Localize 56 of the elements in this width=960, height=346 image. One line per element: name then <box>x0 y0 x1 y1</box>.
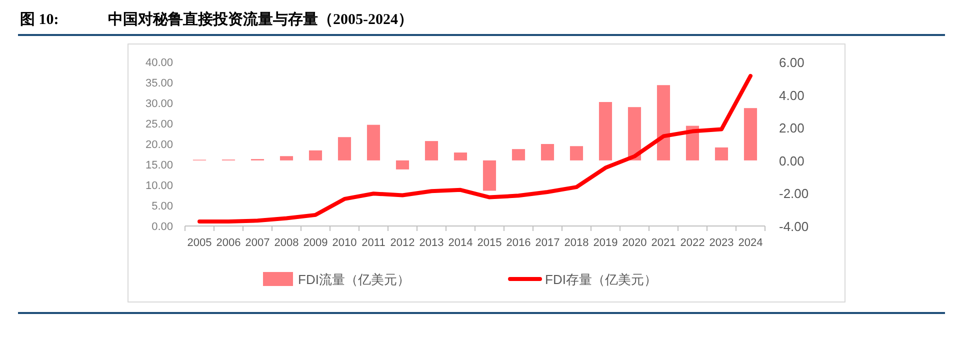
bar <box>338 137 352 160</box>
bar <box>628 107 642 160</box>
y-tick-label: 10.00 <box>145 180 173 192</box>
y-tick-label: 15.00 <box>145 160 173 172</box>
x-tick-label: 2022 <box>680 237 705 249</box>
bar <box>280 156 294 160</box>
y-tick-label: 40.00 <box>145 57 173 69</box>
y2-tick-label: -2.00 <box>779 186 809 202</box>
x-tick-label: 2012 <box>390 237 415 249</box>
bar <box>454 152 468 160</box>
legend-label: FDI流量（亿美元） <box>298 272 410 287</box>
bar <box>714 147 728 160</box>
x-tick-label: 2011 <box>362 237 386 249</box>
y2-tick-label: -4.00 <box>779 219 809 234</box>
x-tick-label: 2013 <box>419 237 444 249</box>
bar <box>366 124 380 160</box>
x-tick-label: 2017 <box>535 237 560 249</box>
bar <box>744 108 758 160</box>
y-tick-label: 25.00 <box>145 118 173 130</box>
bar <box>598 102 612 160</box>
x-tick-label: 2010 <box>332 237 357 249</box>
x-tick-label: 2023 <box>709 237 734 249</box>
bar <box>424 141 438 160</box>
x-tick-label: 2019 <box>593 237 618 249</box>
caption: 图 10: <box>20 12 59 28</box>
x-tick-label: 2007 <box>245 237 270 249</box>
bar <box>396 160 410 170</box>
y-tick-label: 35.00 <box>145 78 173 90</box>
x-tick-label: 2009 <box>303 237 328 249</box>
y2-tick-label: 0.00 <box>779 153 804 168</box>
bar <box>512 149 526 160</box>
y-tick-label: 20.00 <box>145 139 173 151</box>
legend-label: FDI存量（亿美元） <box>545 272 657 287</box>
x-tick-label: 2021 <box>651 237 676 249</box>
y-tick-label: 0.00 <box>152 221 173 233</box>
y-tick-label: 30.00 <box>145 98 173 110</box>
x-tick-label: 2008 <box>274 237 299 249</box>
x-tick-label: 2015 <box>477 237 502 249</box>
y-tick-label: 5.00 <box>152 200 173 212</box>
bar <box>308 150 322 160</box>
x-tick-label: 2006 <box>216 237 241 249</box>
bar <box>570 146 584 160</box>
y2-tick-label: 6.00 <box>779 55 804 70</box>
line-series <box>198 74 752 224</box>
x-tick-label: 2016 <box>506 237 531 249</box>
bar <box>540 144 554 160</box>
bar <box>656 85 670 160</box>
y2-tick-label: 4.00 <box>779 88 804 103</box>
bar <box>482 160 496 191</box>
x-tick-label: 2024 <box>738 237 763 249</box>
x-tick-label: 2005 <box>187 237 212 249</box>
chart-title: 中国对秘鲁直接投资流量与存量（2005-2024） <box>108 10 413 28</box>
x-tick-label: 2014 <box>448 237 473 249</box>
x-tick-label: 2018 <box>564 237 589 249</box>
x-tick-label: 2020 <box>622 237 647 249</box>
y2-tick-label: 2.00 <box>779 120 804 136</box>
